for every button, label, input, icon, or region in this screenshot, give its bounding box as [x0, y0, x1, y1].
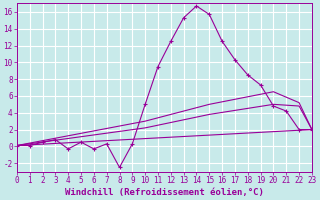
X-axis label: Windchill (Refroidissement éolien,°C): Windchill (Refroidissement éolien,°C)	[65, 188, 264, 197]
